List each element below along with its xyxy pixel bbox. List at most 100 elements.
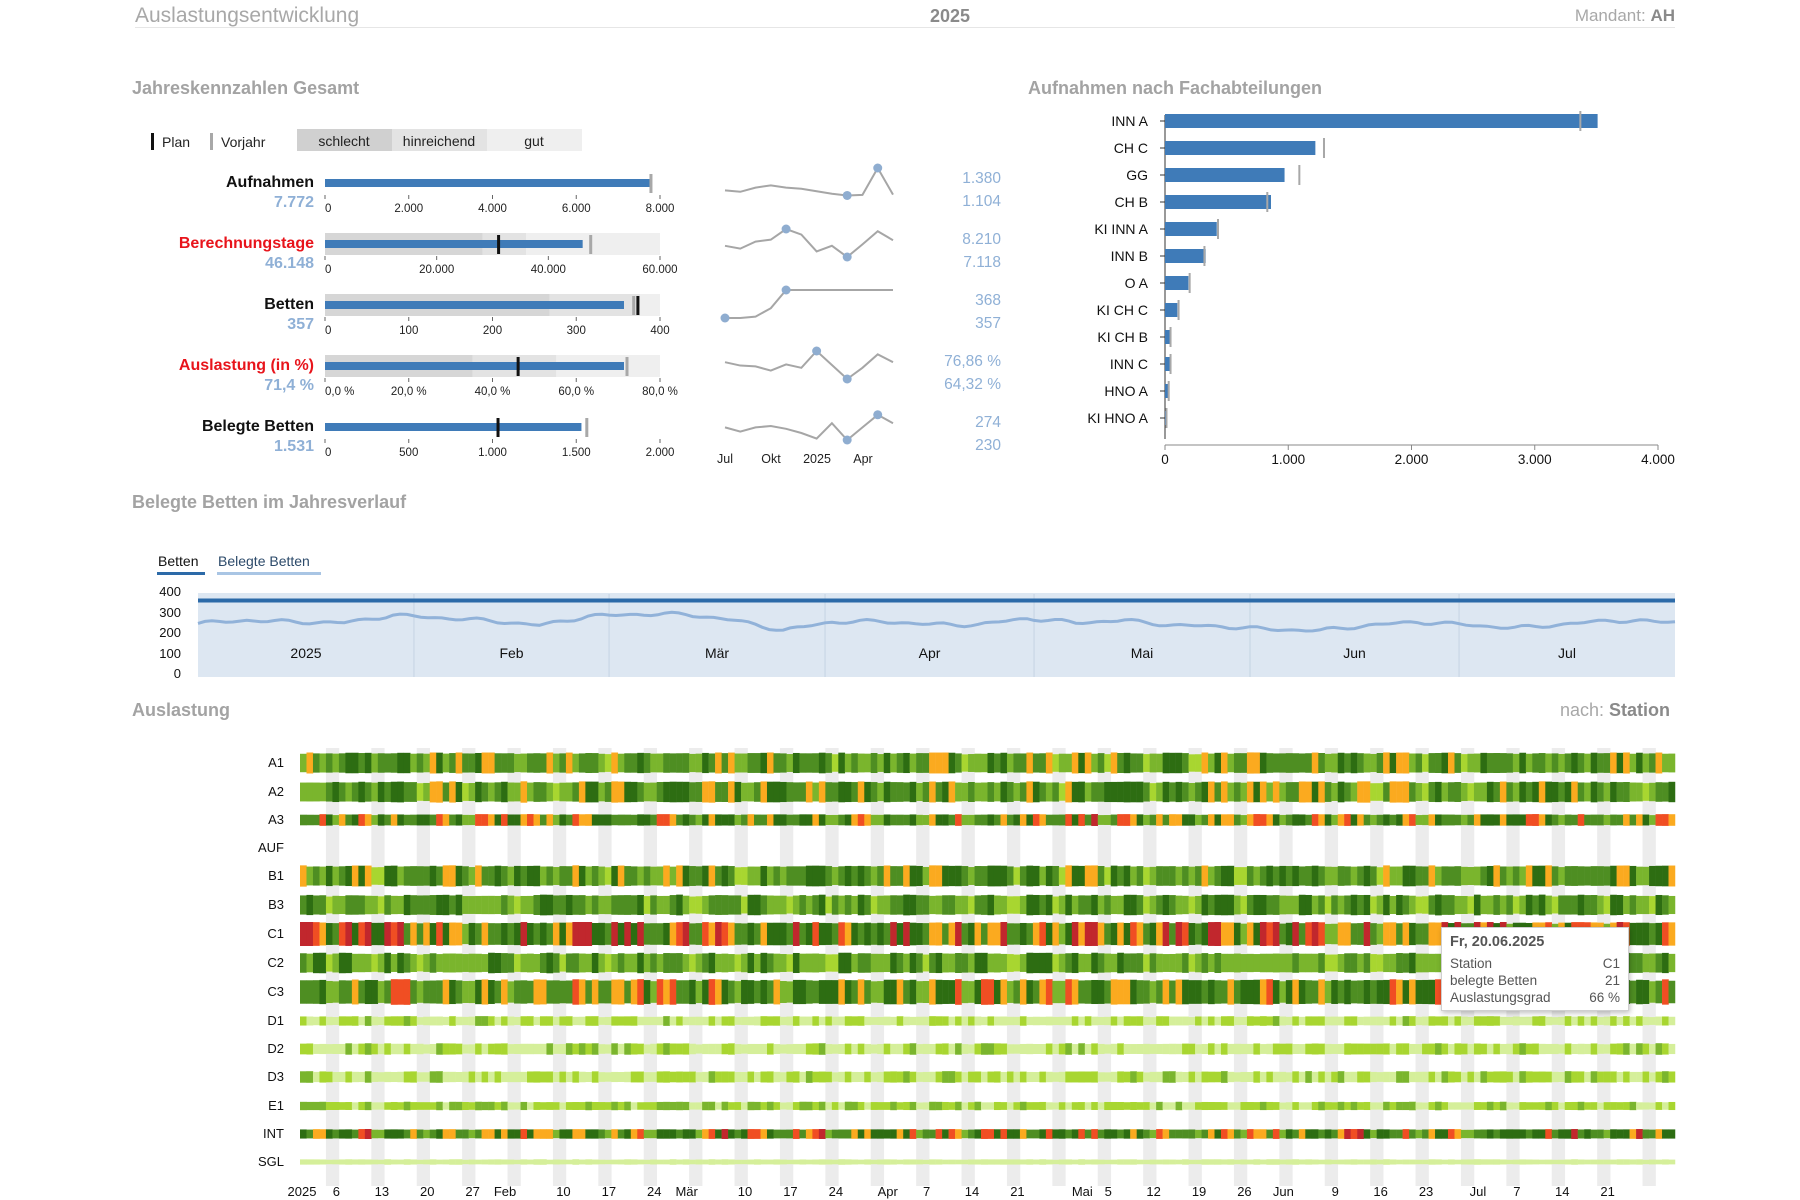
heatmap-cell: [494, 1159, 502, 1165]
heatmap-cell: [1311, 1129, 1319, 1139]
kpi-spark-min-value: 64,32 %: [944, 376, 1001, 393]
band-legend-bad: [297, 129, 392, 151]
heatmap-cell: [1649, 1129, 1656, 1139]
heatmap-cell: [754, 1129, 761, 1139]
heatmap-grouping[interactable]: nach: Station: [1470, 700, 1670, 721]
heatmap-cell: [792, 1016, 800, 1026]
heatmap-cell: [1636, 1159, 1643, 1165]
heatmap-cell: [1467, 1159, 1475, 1165]
heatmap-cell: [1019, 922, 1027, 946]
heatmap-cell: [520, 753, 528, 773]
heatmap-cell: [1603, 866, 1611, 886]
heatmap-cell: [728, 1102, 735, 1110]
heatmap-cell: [955, 895, 962, 915]
heatmap-cell: [747, 753, 755, 773]
heatmap-cell: [1545, 781, 1553, 803]
heatmap-cell: [358, 781, 366, 803]
heatmap-cell: [1649, 981, 1656, 1003]
heatmap-cell: [1311, 1071, 1319, 1083]
heatmap-cell: [825, 896, 833, 914]
heatmap-cell: [1337, 814, 1345, 826]
heatmap-cell: [1084, 752, 1092, 774]
heatmap-cell: [1324, 1129, 1332, 1139]
heatmap-cell: [1415, 1159, 1423, 1165]
tab-betten[interactable]: Betten: [158, 553, 199, 569]
heatmap-cell: [831, 895, 839, 915]
heatmap-cell: [1363, 894, 1371, 916]
heatmap-cell: [364, 1101, 372, 1111]
heatmap-cell: [1026, 980, 1034, 1004]
heatmap-cell: [851, 1101, 859, 1111]
heatmap-cell: [578, 781, 586, 803]
heatmap-cell: [1389, 1016, 1397, 1026]
heatmap-cell: [870, 1129, 878, 1139]
heatmap-cell: [1422, 783, 1429, 801]
heatmap-cell: [721, 979, 729, 1005]
heatmap-cell: [1447, 1071, 1455, 1083]
heatmap-cell: [1052, 922, 1060, 946]
heatmap-cell: [1597, 814, 1604, 826]
heatmap-cell: [552, 922, 560, 946]
heatmap-cell: [1642, 1043, 1650, 1055]
heatmap-cell: [1486, 753, 1494, 773]
heatmap-cell: [1331, 866, 1338, 886]
heatmap-cell: [1110, 1129, 1118, 1139]
heatmap-cell: [792, 866, 800, 886]
heatmap-cell: [1564, 1016, 1572, 1026]
heatmap-cell: [1110, 1101, 1118, 1111]
heatmap-cell: [1662, 922, 1669, 946]
heatmap-cell: [838, 1129, 846, 1139]
heatmap-cell: [1292, 1043, 1300, 1055]
heatmap-x-label: 14: [965, 1184, 979, 1199]
heatmap-cell: [1415, 783, 1423, 801]
heatmap-cell: [1616, 1102, 1624, 1110]
heatmap-cell: [442, 1102, 450, 1110]
heatmap-cell: [591, 1159, 599, 1165]
heatmap-row-label: C1: [267, 926, 284, 941]
heatmap-cell: [1318, 814, 1326, 826]
heatmap-cell: [676, 980, 683, 1004]
heatmap-cell: [961, 1129, 969, 1139]
heatmap-cell: [741, 923, 748, 945]
dept-x-tick-label: 3.000: [1518, 452, 1552, 467]
heatmap-cell: [312, 814, 320, 826]
heatmap-cell: [779, 814, 787, 826]
heatmap-cell: [1493, 1071, 1501, 1083]
heatmap-cell: [604, 754, 612, 772]
heatmap-cell: [851, 866, 859, 886]
heatmap-cell: [715, 895, 722, 915]
heatmap-cell: [598, 1159, 606, 1165]
heatmap-cell: [1493, 865, 1501, 887]
kpi-tick-label: 40.000: [531, 264, 566, 276]
heatmap-cell: [1629, 922, 1637, 946]
heatmap-cell: [403, 752, 411, 774]
heatmap-cell: [877, 981, 884, 1003]
heatmap-cell: [974, 866, 982, 886]
kpi-plan-marker: [496, 418, 500, 437]
tooltip-station-label: Station: [1450, 956, 1493, 971]
heatmap-cell: [1370, 1016, 1377, 1026]
heatmap-row-label: B1: [268, 868, 284, 883]
heatmap-cell: [1208, 895, 1215, 915]
heatmap-cell: [410, 1016, 417, 1026]
heatmap-cell: [792, 752, 800, 774]
heatmap-cell: [663, 922, 670, 946]
heatmap-cell: [643, 953, 651, 973]
heatmap-cell: [1123, 894, 1131, 916]
heatmap-cell: [987, 922, 995, 946]
heatmap-cell: [552, 1159, 560, 1165]
heatmap-cell: [818, 953, 826, 973]
tab-belegte-betten[interactable]: Belegte Betten: [218, 553, 310, 569]
heatmap-cell: [909, 952, 917, 974]
heatmap-cell: [942, 953, 949, 973]
heatmap-cell: [1383, 1043, 1390, 1055]
heatmap-cell: [514, 1159, 521, 1165]
heatmap-cell: [384, 1102, 392, 1110]
heatmap-cell: [1577, 753, 1585, 773]
heatmap-cell: [1525, 1043, 1533, 1055]
heatmap-cell: [1344, 953, 1351, 973]
heatmap-cell: [1039, 922, 1047, 946]
heatmap-cell: [1149, 1017, 1157, 1025]
heatmap-cell: [844, 814, 852, 826]
heatmap-cell: [1220, 922, 1228, 946]
